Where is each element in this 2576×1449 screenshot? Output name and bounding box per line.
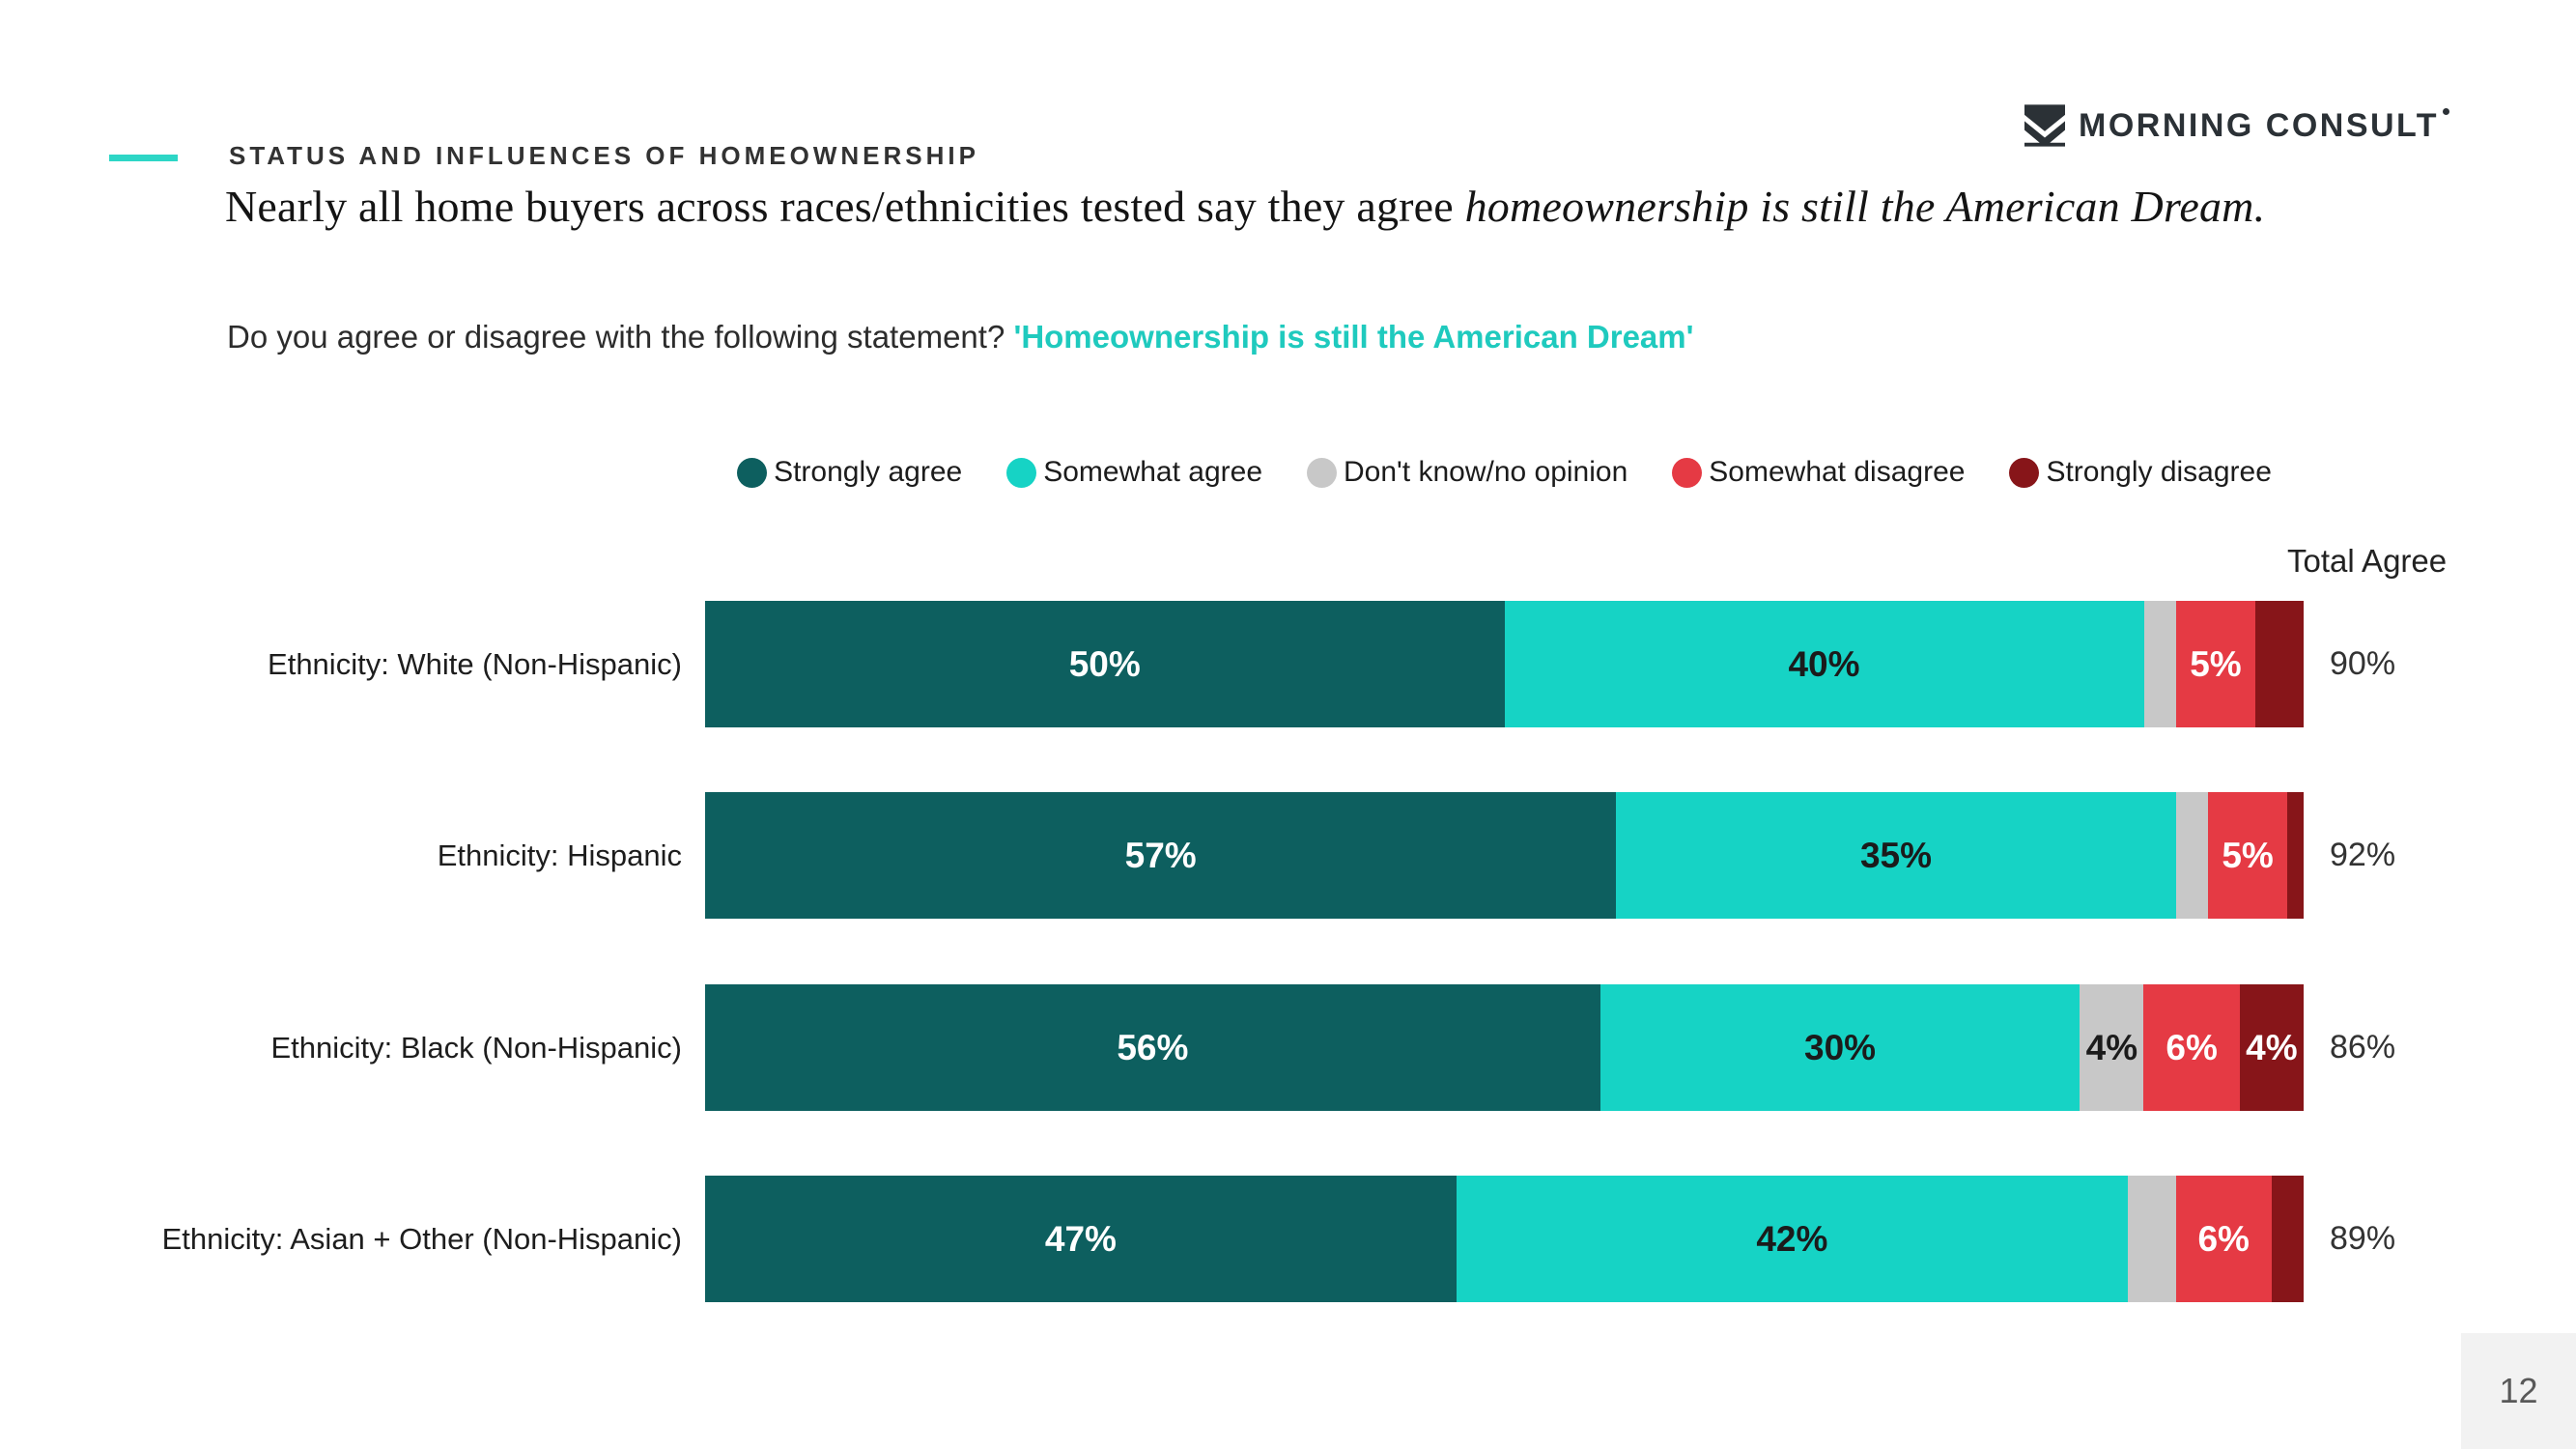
bar-segment-strongly-agree: 56% <box>705 984 1600 1111</box>
total-agree-header: Total Agree <box>2287 543 2448 579</box>
accent-dash <box>109 155 178 161</box>
morning-consult-m-icon <box>2024 104 2065 147</box>
logo-wordmark: MORNING CONSULT <box>2079 106 2440 144</box>
bar-segment-don-t-know-no-opinion <box>2143 601 2176 727</box>
legend-label: Somewhat agree <box>1043 456 1263 488</box>
morning-consult-logo: MORNING CONSULT <box>2024 104 2450 147</box>
legend-item-somewhat-disagree: Somewhat disagree <box>1672 456 1965 489</box>
page-number: 12 <box>2499 1371 2538 1410</box>
legend-item-strongly-disagree: Strongly disagree <box>2009 456 2272 489</box>
bar-segment-strongly-disagree: 4% <box>2239 984 2304 1111</box>
legend-item-somewhat-agree: Somewhat agree <box>1006 456 1262 489</box>
bar-segment-strongly-disagree <box>2255 601 2304 727</box>
row-label: Ethnicity: Black (Non-Hispanic) <box>270 1030 682 1065</box>
bar-segment-don-t-know-no-opinion: 4% <box>2080 984 2144 1111</box>
page-number-box: 12 <box>2461 1333 2576 1449</box>
row-total: 92% <box>2330 837 2396 873</box>
slide-title: Nearly all home buyers across races/ethn… <box>225 176 2321 237</box>
bar-segment-strongly-agree: 47% <box>705 1176 1457 1302</box>
section-eyebrow: STATUS AND INFLUENCES OF HOMEOWNERSHIP <box>229 141 979 170</box>
chart-row: Ethnicity: Hispanic 57% 35% 5% 92% <box>0 792 2576 919</box>
bar-segment-strongly-disagree <box>2271 1176 2304 1302</box>
legend-dot-icon <box>1672 457 1703 488</box>
chart-row: Ethnicity: Asian + Other (Non-Hispanic) 4… <box>0 1176 2576 1302</box>
bar-segment-strongly-disagree <box>2287 792 2304 919</box>
legend-dot-icon <box>1307 457 1338 488</box>
registered-mark-dot <box>2443 108 2450 115</box>
stacked-bar: 50% 40% 5% <box>705 601 2304 727</box>
bar-segment-somewhat-disagree: 5% <box>2175 601 2256 727</box>
chart-row: Ethnicity: White (Non-Hispanic) 50% 40% 5% 9… <box>0 601 2576 727</box>
bar-segment-somewhat-disagree: 5% <box>2207 792 2288 919</box>
subtitle-highlight: 'Homeownership is still the American Dre… <box>1013 319 1694 355</box>
bar-segment-don-t-know-no-opinion <box>2127 1176 2176 1302</box>
legend-item-strongly-agree: Strongly agree <box>737 456 962 489</box>
title-normal: Nearly all home buyers across races/ethn… <box>225 182 1465 231</box>
row-label: Ethnicity: Asian + Other (Non-Hispanic) <box>161 1221 682 1256</box>
legend-label: Somewhat disagree <box>1709 456 1966 488</box>
subtitle-prefix: Do you agree or disagree with the follow… <box>227 319 1014 355</box>
legend-label: Strongly agree <box>774 456 963 488</box>
legend-label: Don't know/no opinion <box>1344 456 1628 488</box>
chart-row: Ethnicity: Black (Non-Hispanic) 56% 30% 4% 6… <box>0 984 2576 1111</box>
legend-label: Strongly disagree <box>2046 456 2272 488</box>
stacked-bar: 47% 42% 6% <box>705 1176 2304 1302</box>
bar-segment-somewhat-agree: 42% <box>1456 1176 2128 1302</box>
bar-segment-strongly-agree: 50% <box>705 601 1505 727</box>
row-label: Ethnicity: Hispanic <box>437 838 682 872</box>
bar-segment-somewhat-agree: 40% <box>1504 601 2144 727</box>
chart-legend: Strongly agree Somewhat agree Don't know/n… <box>705 456 2304 489</box>
legend-dot-icon <box>2009 457 2040 488</box>
bar-segment-somewhat-disagree: 6% <box>2143 984 2240 1111</box>
row-total: 89% <box>2330 1220 2396 1257</box>
stacked-bar: 57% 35% 5% <box>705 792 2304 919</box>
bar-segment-somewhat-disagree: 6% <box>2175 1176 2272 1302</box>
legend-dot-icon <box>1006 457 1037 488</box>
legend-dot-icon <box>737 457 768 488</box>
row-total: 86% <box>2330 1029 2396 1065</box>
survey-question: Do you agree or disagree with the follow… <box>227 319 1693 355</box>
bar-segment-don-t-know-no-opinion <box>2175 792 2208 919</box>
bar-segment-somewhat-agree: 35% <box>1616 792 2176 919</box>
bar-segment-strongly-agree: 57% <box>705 792 1617 919</box>
stacked-bar: 56% 30% 4% 6% 4% <box>705 984 2304 1111</box>
legend-item-don-t-know-no-opinion: Don't know/no opinion <box>1307 456 1628 489</box>
bar-segment-somewhat-agree: 30% <box>1599 984 2081 1111</box>
title-italic: homeownership is still the American Drea… <box>1464 182 2266 231</box>
row-label: Ethnicity: White (Non-Hispanic) <box>268 646 682 681</box>
row-total: 90% <box>2330 645 2396 682</box>
